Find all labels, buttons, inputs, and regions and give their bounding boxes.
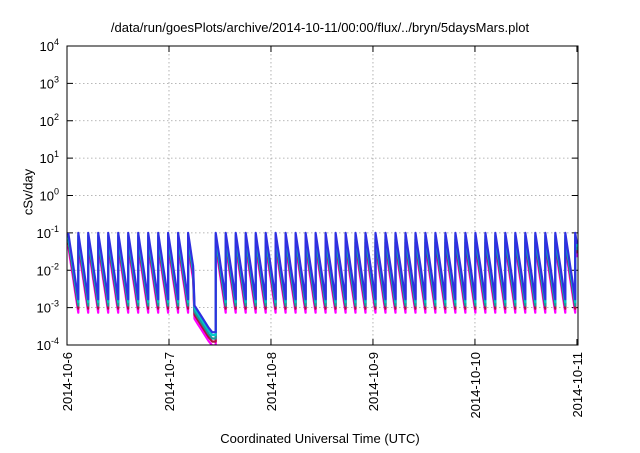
- y-tick-label: 103: [40, 74, 59, 91]
- chart-title: /data/run/goesPlots/archive/2014-10-11/0…: [110, 20, 530, 35]
- x-tick-label: 2014-10-11: [570, 352, 585, 418]
- x-tick-label: 2014-10-6: [60, 352, 75, 411]
- y-tick-label: 100: [40, 187, 59, 204]
- y-tick-label: 10-3: [37, 299, 59, 316]
- x-tick-label: 2014-10-9: [366, 352, 381, 411]
- y-tick-label: 104: [40, 37, 59, 54]
- series-line: [67, 231, 578, 334]
- y-tick-label: 10-2: [37, 261, 59, 278]
- x-tick-label: 2014-10-8: [264, 352, 279, 411]
- x-tick-label: 2014-10-10: [468, 352, 483, 419]
- x-axis-label: Coordinated Universal Time (UTC): [220, 431, 420, 446]
- y-tick-label: 10-1: [37, 224, 59, 241]
- y-tick-label: 101: [40, 149, 59, 166]
- y-axis-label: cSv/day: [20, 168, 36, 216]
- plot-frame: [66, 45, 579, 346]
- x-tick-label: 2014-10-7: [162, 352, 177, 411]
- y-tick-label: 10-4: [37, 336, 59, 353]
- y-tick-label: 102: [40, 112, 59, 129]
